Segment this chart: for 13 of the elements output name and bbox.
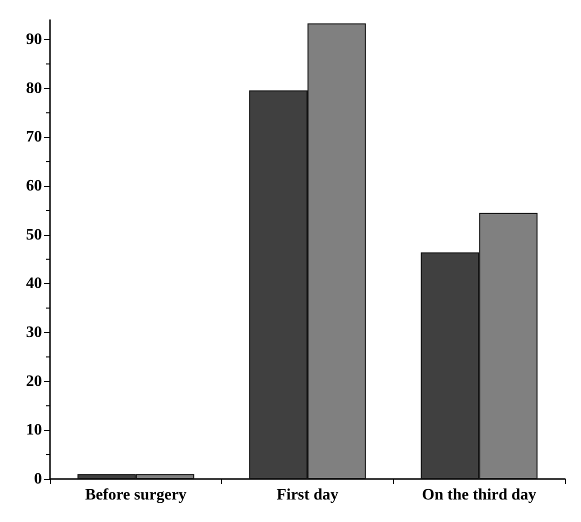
y-tick-label: 90 — [26, 31, 42, 48]
y-tick-label: 60 — [26, 178, 42, 195]
y-tick-label: 80 — [26, 80, 42, 97]
y-tick-label: 20 — [26, 372, 42, 390]
y-tick-label: 70 — [26, 128, 42, 146]
x-tick-label: Before surgery — [85, 486, 187, 504]
y-tick-label: 50 — [26, 226, 42, 244]
y-tick-label: 30 — [26, 324, 42, 342]
x-tick-label: First day — [276, 486, 338, 504]
y-tick-label: 40 — [26, 275, 42, 292]
y-tick-label: 0 — [34, 470, 42, 488]
x-tick-label: On the third day — [422, 486, 536, 504]
y-tick-label: 10 — [26, 422, 42, 439]
